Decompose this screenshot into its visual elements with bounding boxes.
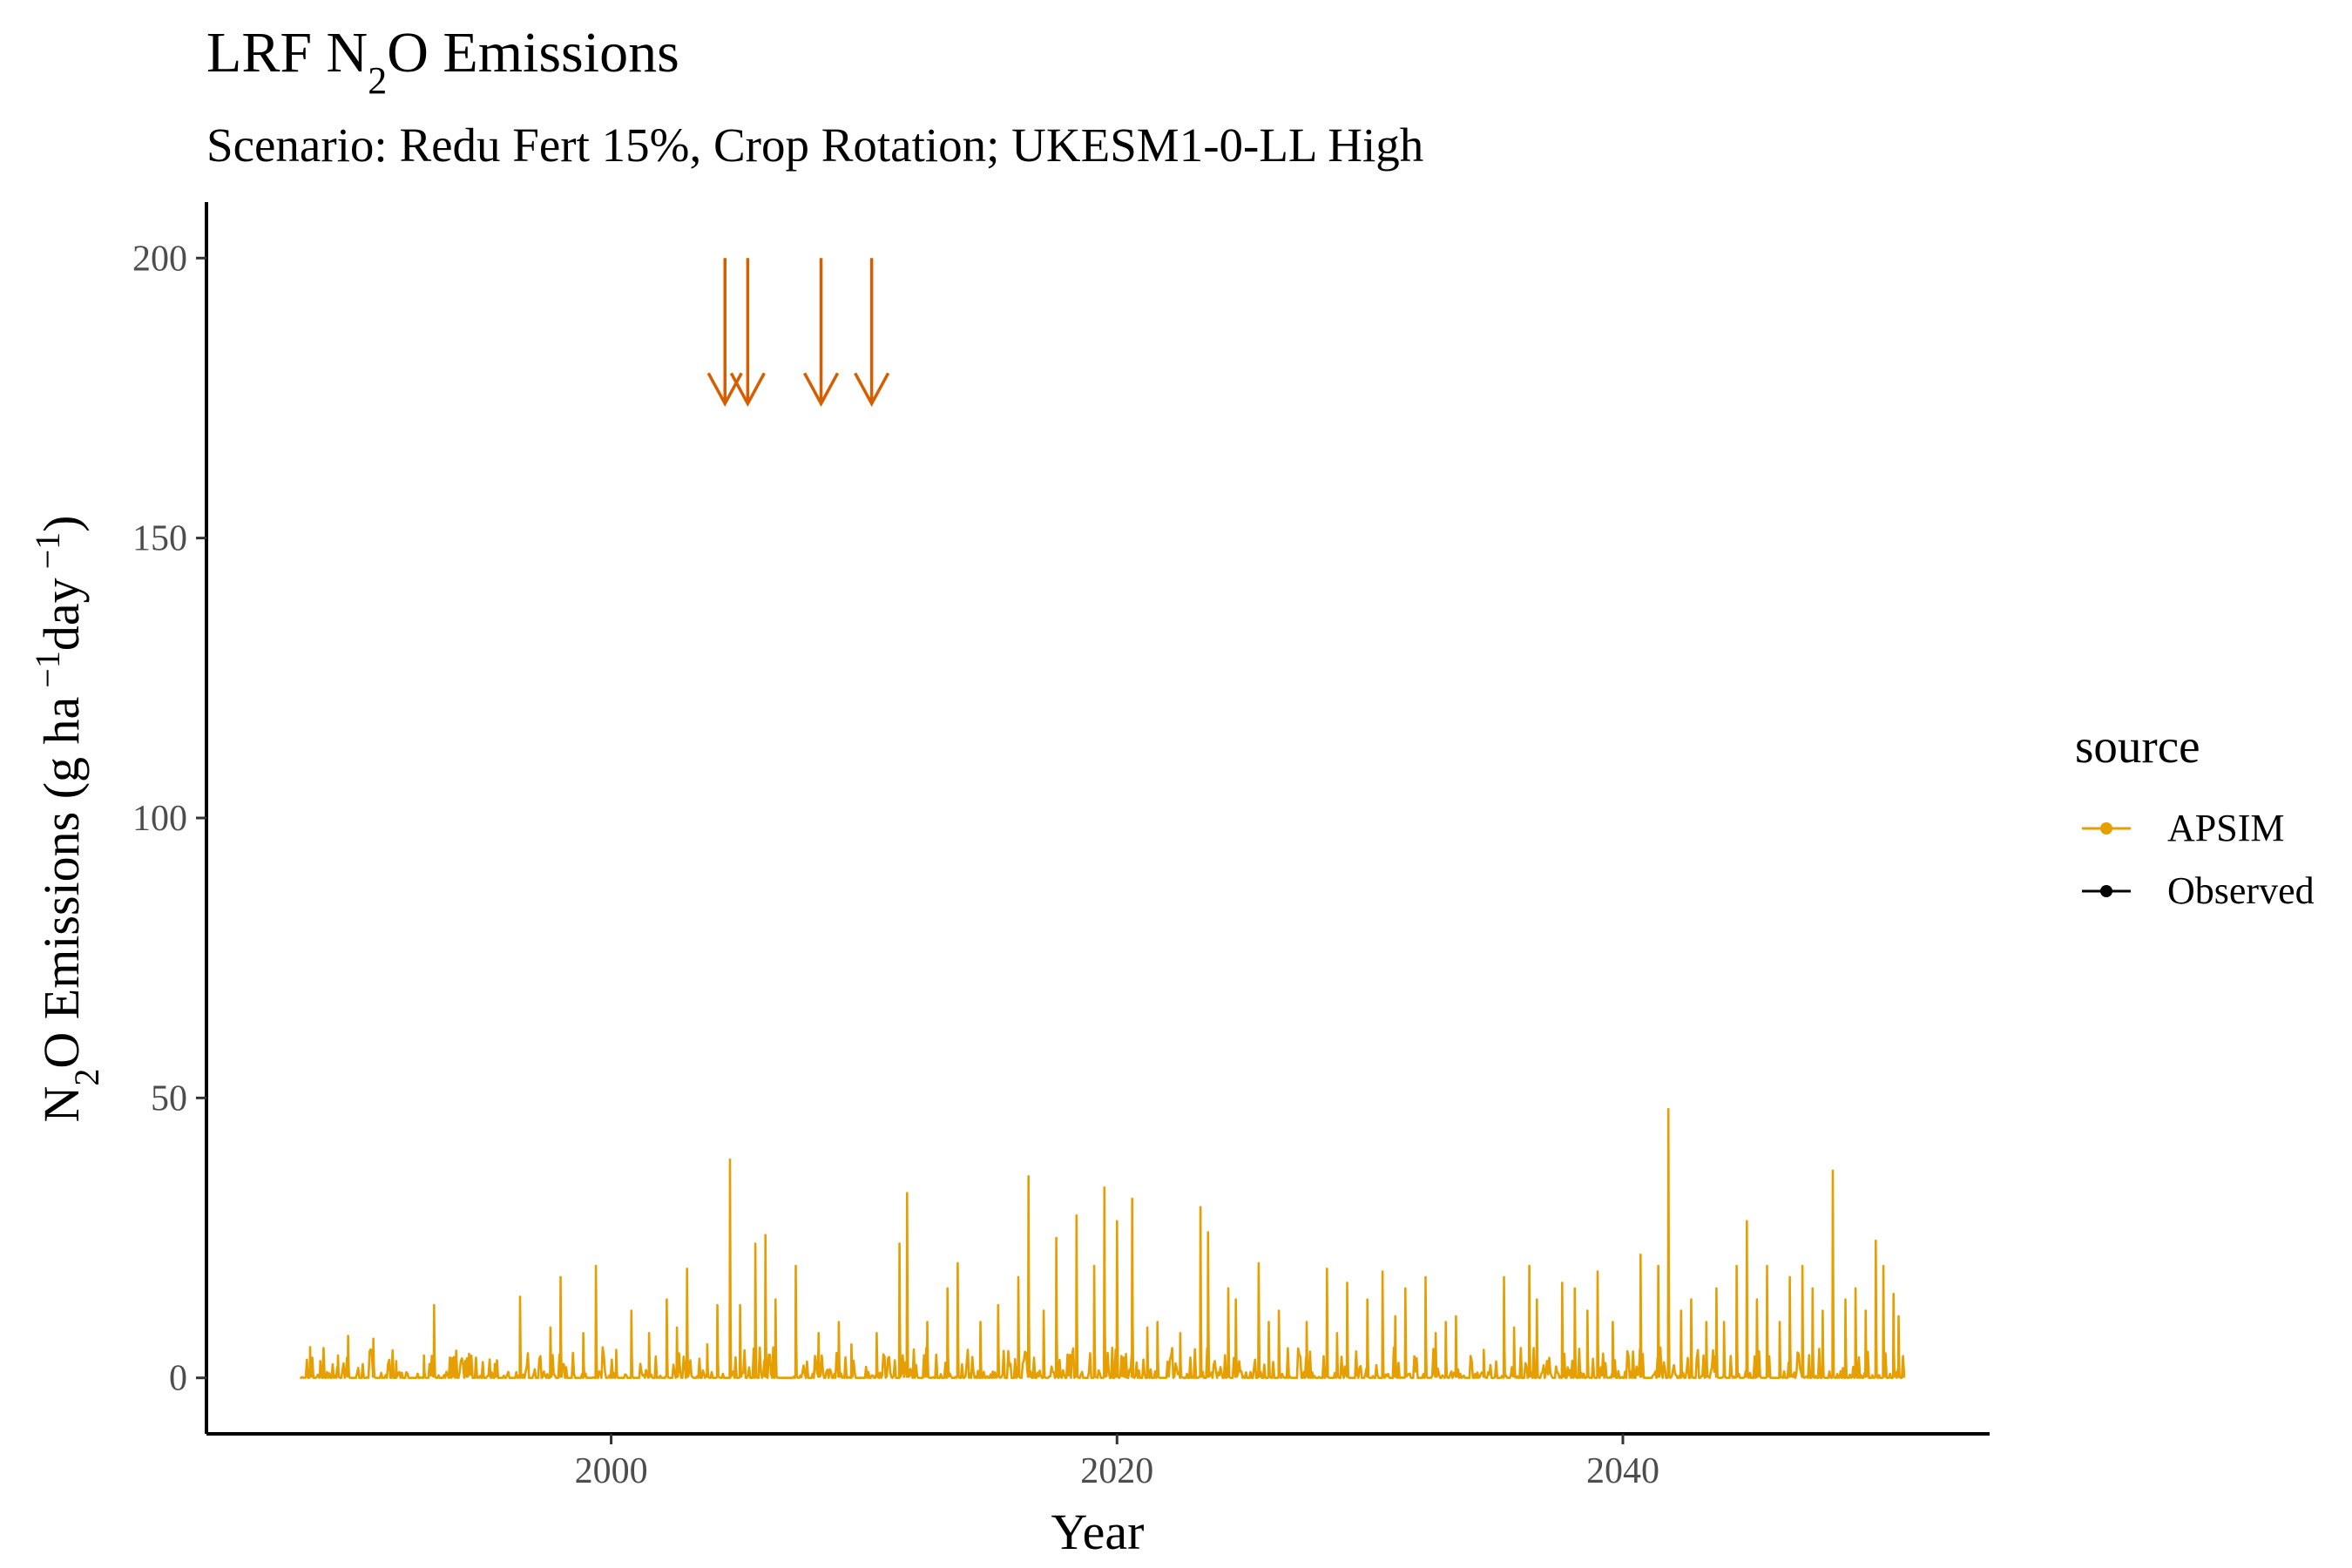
legend-label-apsim: APSIM [2167,807,2285,849]
series-line-apsim [300,1107,1906,1379]
y-tick-label: 150 [132,519,187,559]
x-tick-label: 2040 [1586,1451,1659,1491]
legend-title: source [2075,720,2200,773]
x-axis-ticks: 2000 2020 2040 [575,1434,1659,1491]
y-axis-title: N2O Emissions (g ha −1day −1) [28,515,106,1122]
legend-item-apsim: APSIM [2082,807,2285,849]
arrow-head [854,372,890,408]
annotation-arrow [803,258,840,408]
x-tick-label: 2000 [575,1451,648,1491]
x-tick-label: 2020 [1080,1451,1153,1491]
annotation-arrows [706,258,890,408]
annotation-arrow [854,258,890,408]
legend-item-observed: Observed [2082,869,2315,912]
y-tick-label: 0 [169,1359,187,1399]
x-axis-title: Year [1051,1504,1145,1560]
legend-label-observed: Observed [2167,869,2315,912]
y-axis-ticks: 0 50 100 150 200 [132,239,206,1399]
series-layer [300,1107,1906,1379]
legend-key-dot-observed [2100,885,2112,897]
chart-title: LRF N2O Emissions [206,21,679,102]
y-tick-label: 200 [132,239,187,279]
chart-subtitle: Scenario: Redu Fert 15%, Crop Rotation; … [206,118,1423,172]
y-tick-label: 50 [151,1078,187,1119]
arrow-head [803,372,840,408]
legend-key-dot-apsim [2100,822,2112,835]
arrow-head [729,372,766,408]
legend: source APSIM Observed [2075,720,2315,912]
y-tick-label: 100 [132,799,187,839]
annotation-arrow [729,258,766,408]
